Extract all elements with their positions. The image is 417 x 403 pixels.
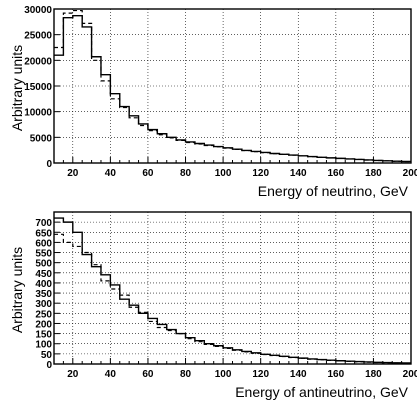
y-tick-label: 10000 [24,108,52,119]
y-tick-label: 500 [35,259,52,270]
plot-frame [53,211,412,365]
x-tick-label: 160 [327,369,344,380]
y-tick-label: 15000 [24,82,52,93]
y-tick-label: 650 [35,228,52,239]
plot-frame [53,8,412,164]
y-tick-label: 450 [35,269,52,280]
x-tick-label: 200 [403,369,417,380]
series-solid-histogram [54,14,411,163]
x-tick-label: 140 [290,369,307,380]
y-tick-label: 550 [35,249,52,260]
x-tick-label: 120 [252,168,269,179]
y-tick-label: 30000 [24,5,52,16]
y-tick-label: 250 [35,309,52,320]
antineutrino-energy-plot: 20 40 60 80 100 120 140 160 180 20005010015020025… [9,211,417,400]
x-tick-label: 180 [365,369,382,380]
y-tick-label: 600 [35,238,52,249]
y-tick-label: 400 [35,279,52,290]
y-tick-label: 0 [46,360,52,371]
y-tick-label: 300 [35,299,52,310]
y-tick-label: 20000 [24,56,52,67]
series-dashed-histogram [54,9,411,163]
y-tick-label: 700 [35,218,52,229]
x-tick-label: 80 [180,369,192,380]
y-tick-label: 0 [46,159,52,170]
y-tick-label: 350 [35,289,52,300]
y-tick-label: 25000 [24,31,52,42]
y-tick-label: 50 [41,350,53,361]
x-tick-label: 80 [180,168,192,179]
y-tick-label: 100 [35,340,52,351]
x-tick-label: 20 [67,168,79,179]
x-tick-label: 180 [365,168,382,179]
x-tick-label: 100 [215,168,232,179]
x-tick-label: 140 [290,168,307,179]
x-axis-label: Energy of antineutrino, GeV [235,384,408,400]
x-tick-label: 200 [403,168,417,179]
x-tick-label: 20 [67,369,79,380]
y-axis-label: Arbitrary units [9,247,25,333]
y-tick-label: 150 [35,330,52,341]
x-axis-label: Energy of neutrino, GeV [258,183,409,199]
series-solid-histogram [54,217,411,364]
neutrino-energy-plot: 20 40 60 80 100 120 140 160 180 200 0 5000 10000 1500… [9,5,417,199]
x-tick-label: 60 [142,369,154,380]
series-dashed-histogram [54,233,411,364]
x-tick-label: 40 [105,369,117,380]
x-tick-label: 60 [142,168,154,179]
x-tick-label: 40 [105,168,117,179]
y-axis-label: Arbitrary units [9,45,25,131]
x-tick-label: 160 [327,168,344,179]
x-tick-label: 120 [252,369,269,380]
y-tick-label: 200 [35,319,52,330]
x-tick-label: 100 [215,369,232,380]
y-tick-label: 5000 [30,133,53,144]
